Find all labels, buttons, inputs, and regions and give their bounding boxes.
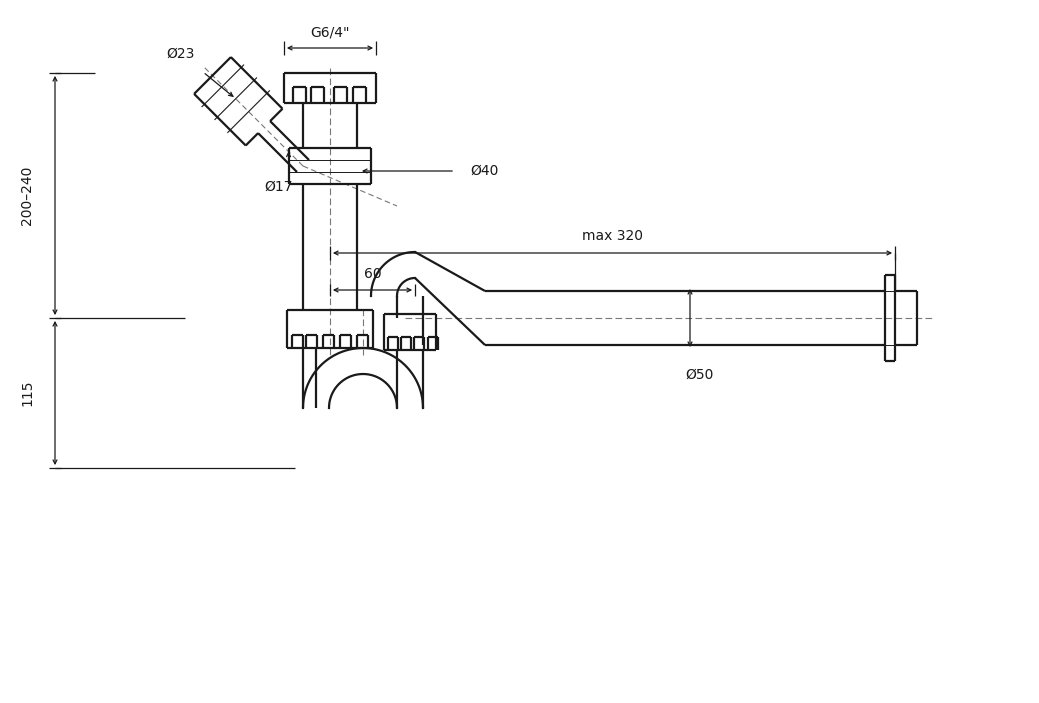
- Text: Ø23: Ø23: [166, 47, 195, 61]
- Text: G6/4": G6/4": [311, 25, 350, 39]
- Text: Ø40: Ø40: [471, 164, 499, 178]
- Text: 60: 60: [364, 267, 381, 281]
- Text: 200–240: 200–240: [20, 166, 34, 225]
- Text: Ø50: Ø50: [686, 368, 714, 382]
- Text: max 320: max 320: [582, 229, 643, 243]
- Text: Ø17: Ø17: [264, 179, 293, 193]
- Text: 115: 115: [20, 380, 34, 406]
